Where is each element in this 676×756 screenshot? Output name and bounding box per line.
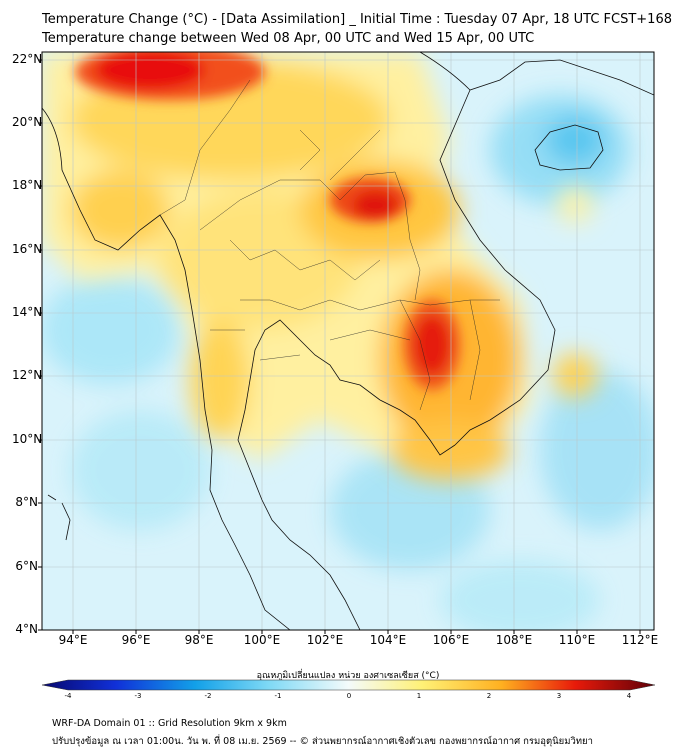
map-frame (41, 51, 655, 631)
admin-borders (159, 79, 500, 411)
lon-label-96e: 96°E (121, 633, 151, 647)
gridlines (42, 52, 654, 630)
anomaly-field (42, 52, 654, 630)
colorbar-tick: 1 (416, 692, 422, 700)
colorbar-tick: -4 (64, 692, 72, 700)
lat-label-22n: 22°N (12, 52, 43, 66)
footer-model-info: WRF-DA Domain 01 :: Grid Resolution 9km … (52, 718, 287, 729)
lon-label-98e: 98°E (184, 633, 214, 647)
coastlines (42, 52, 654, 630)
lon-label-94e: 94°E (58, 633, 88, 647)
lon-label-108e: 108°E (495, 633, 533, 647)
temperature-change-map (38, 51, 655, 634)
lat-label-20n: 20°N (12, 115, 43, 129)
colorbar-tick: 2 (486, 692, 492, 700)
lon-label-106e: 106°E (432, 633, 470, 647)
chart-title-line2: Temperature change between Wed 08 Apr, 0… (42, 31, 535, 46)
lon-label-102e: 102°E (306, 633, 344, 647)
lon-label-104e: 104°E (369, 633, 407, 647)
colorbar-tick: 4 (626, 692, 632, 700)
colorbar-tick: 0 (346, 692, 352, 700)
lat-label-6n: 6°N (15, 559, 38, 573)
footer-update-credit: ปรับปรุงข้อมูล ณ เวลา 01:00น. วัน พ. ที่… (52, 736, 593, 747)
lat-label-10n: 10°N (12, 432, 43, 446)
lon-label-112e: 112°E (621, 633, 659, 647)
chart-title-line1: Temperature Change (°C) - [Data Assimila… (42, 12, 672, 27)
colorbar-tick: 3 (556, 692, 562, 700)
colorbar-tick: -1 (274, 692, 282, 700)
lat-label-12n: 12°N (12, 368, 43, 382)
colorbar-title: อุณหภูมิเปลี่ยนแปลง หน่วย องศาเซลเซียส (… (256, 671, 440, 681)
lat-label-8n: 8°N (15, 495, 38, 509)
lon-label-100e: 100°E (243, 633, 281, 647)
lat-label-14n: 14°N (12, 305, 43, 319)
lat-label-16n: 16°N (12, 242, 43, 256)
lat-label-18n: 18°N (12, 178, 43, 192)
colorbar-tick: -2 (204, 692, 212, 700)
colorbar-tick: -3 (134, 692, 142, 700)
lon-label-110e: 110°E (558, 633, 596, 647)
lat-label-4n: 4°N (15, 622, 38, 636)
